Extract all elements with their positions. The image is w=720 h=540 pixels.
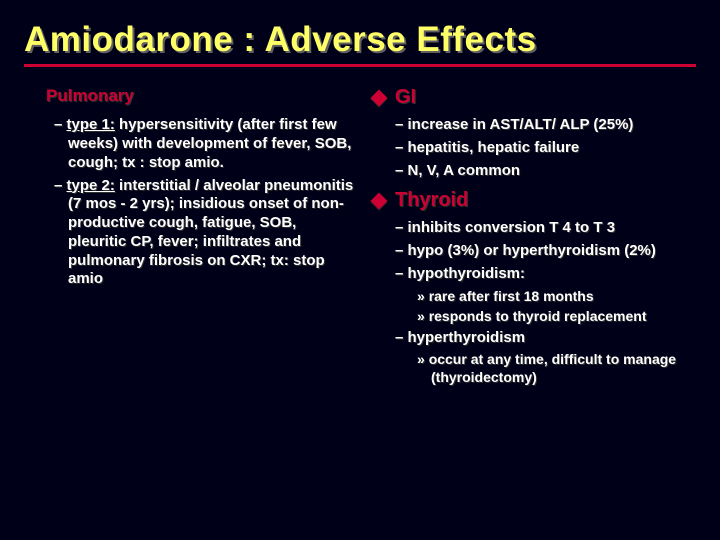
gi-item-3: N, V, A common bbox=[395, 162, 696, 181]
columns: Pulmonary type 1: hypersensitivity (afte… bbox=[24, 81, 696, 389]
gi-heading: GI bbox=[395, 85, 416, 110]
diamond-icon bbox=[371, 89, 388, 106]
pulmonary-item-1: type 1: hypersensitivity (after first fe… bbox=[54, 116, 355, 172]
gi-item-1: increase in AST/ALT/ ALP (25%) bbox=[395, 116, 696, 135]
thyroid-item-4: hyperthyroidism bbox=[395, 329, 696, 348]
thyroid-heading: Thyroid bbox=[395, 188, 468, 213]
pulmonary-item-1-lead: type 1: bbox=[67, 116, 115, 133]
slide: Amiodarone : Adverse Effects Pulmonary t… bbox=[0, 0, 720, 540]
pulmonary-item-2-lead: type 2: bbox=[67, 177, 115, 194]
thyroid-heading-row: Thyroid bbox=[373, 188, 696, 213]
pulmonary-item-2: type 2: interstitial / alveolar pneumoni… bbox=[54, 177, 355, 290]
left-column: Pulmonary type 1: hypersensitivity (afte… bbox=[24, 81, 355, 389]
slide-title: Amiodarone : Adverse Effects bbox=[24, 20, 696, 67]
pulmonary-heading: Pulmonary bbox=[46, 85, 355, 106]
thyroid-item-3-sub-2: responds to thyroid replacement bbox=[417, 308, 696, 326]
thyroid-item-3: hypothyroidism: bbox=[395, 265, 696, 284]
thyroid-item-4-sub-1: occur at any time, difficult to manage (… bbox=[417, 351, 696, 386]
thyroid-item-1: inhibits conversion T 4 to T 3 bbox=[395, 219, 696, 238]
gi-item-2: hepatitis, hepatic failure bbox=[395, 139, 696, 158]
diamond-icon bbox=[371, 192, 388, 209]
thyroid-item-3-sub-1: rare after first 18 months bbox=[417, 288, 696, 306]
thyroid-item-2: hypo (3%) or hyperthyroidism (2%) bbox=[395, 242, 696, 261]
gi-heading-row: GI bbox=[373, 85, 696, 110]
right-column: GI increase in AST/ALT/ ALP (25%) hepati… bbox=[365, 81, 696, 389]
